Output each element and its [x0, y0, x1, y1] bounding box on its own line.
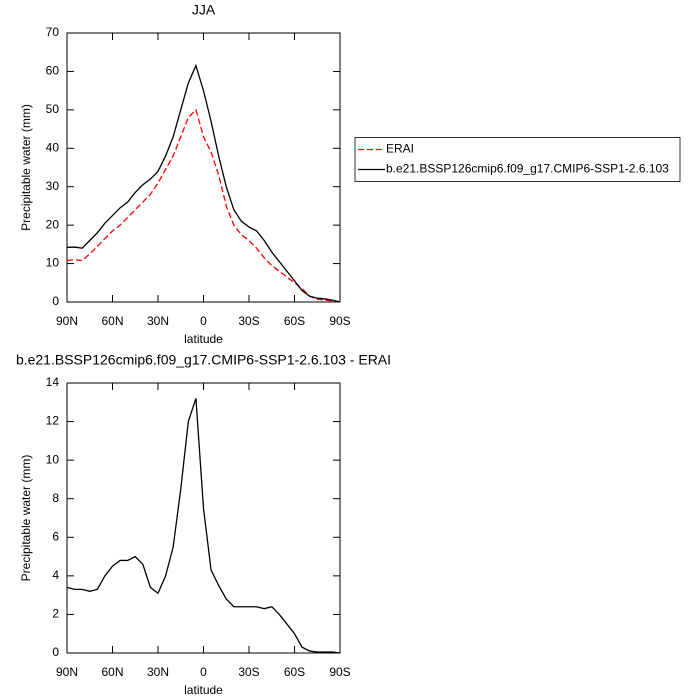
x-tick-label: 90N [56, 665, 78, 679]
y-tick-label: 40 [46, 140, 60, 154]
y-axis-label: Precipitable water (mm) [19, 455, 33, 582]
data-line [66, 398, 341, 654]
y-tick-label: 20 [46, 217, 60, 231]
legend-label: b.e21.BSSP126cmip6.f09_g17.CMIP6-SSP1-2.… [386, 162, 669, 176]
plot-frame [66, 32, 341, 303]
y-tick-label: 10 [46, 452, 60, 466]
x-tick-label: 60S [284, 314, 305, 328]
y-tick-label: 30 [46, 179, 60, 193]
x-axis-label: latitude [184, 683, 223, 697]
x-tick-label: 90S [329, 314, 350, 328]
y-tick-label: 6 [52, 529, 59, 543]
x-tick-label: 30S [238, 665, 259, 679]
x-tick-label: 30N [147, 314, 169, 328]
data-line [66, 108, 341, 303]
y-tick-label: 50 [46, 102, 60, 116]
x-tick-label: 60N [101, 314, 123, 328]
x-tick-label: 60N [101, 665, 123, 679]
y-tick-label: 8 [52, 491, 59, 505]
chart-title: JJA [192, 2, 216, 18]
y-tick-label: 0 [52, 294, 59, 308]
y-tick-label: 0 [52, 645, 59, 659]
y-tick-label: 2 [52, 607, 59, 621]
x-tick-label: 60S [284, 665, 305, 679]
legend-label: ERAI [386, 142, 414, 156]
y-tick-label: 60 [46, 64, 60, 78]
y-tick-label: 10 [46, 256, 60, 270]
y-tick-label: 14 [46, 375, 60, 389]
y-tick-label: 4 [52, 568, 59, 582]
x-tick-label: 30N [147, 665, 169, 679]
y-tick-label: 70 [46, 25, 60, 39]
x-tick-label: 90S [329, 665, 350, 679]
x-tick-label: 90N [56, 314, 78, 328]
y-axis-label: Precipitable water (mm) [19, 104, 33, 231]
x-tick-label: 30S [238, 314, 259, 328]
x-tick-label: 0 [200, 665, 207, 679]
chart-title: b.e21.BSSP126cmip6.f09_g17.CMIP6-SSP1-2.… [16, 352, 391, 368]
x-axis-label: latitude [184, 332, 223, 346]
x-tick-label: 0 [200, 314, 207, 328]
data-line [66, 63, 341, 303]
y-tick-label: 12 [46, 414, 60, 428]
legend-box [354, 137, 681, 182]
plot-frame [66, 382, 341, 654]
